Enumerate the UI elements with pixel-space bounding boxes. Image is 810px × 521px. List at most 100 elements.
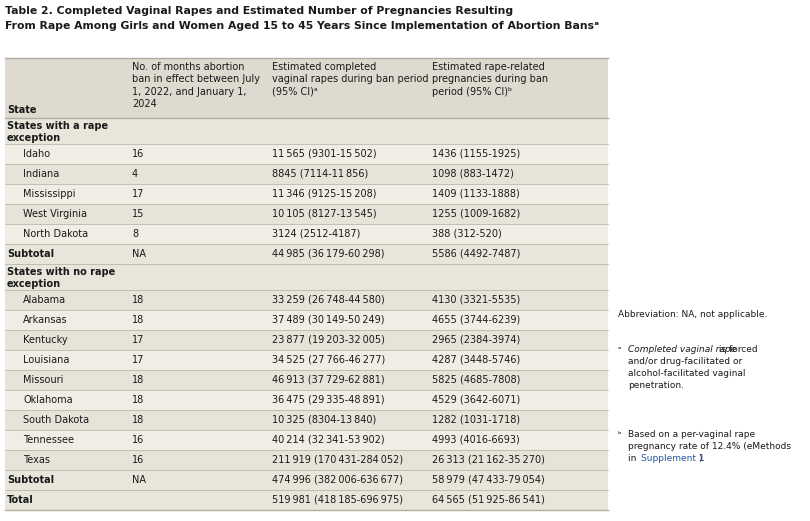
Text: 16: 16 bbox=[132, 149, 144, 159]
Text: Idaho: Idaho bbox=[23, 149, 50, 159]
Text: 10 325 (8304-13 840): 10 325 (8304-13 840) bbox=[272, 415, 377, 425]
Bar bbox=[5, 470, 608, 490]
Text: 36 475 (29 335-48 891): 36 475 (29 335-48 891) bbox=[272, 395, 385, 405]
Text: Subtotal: Subtotal bbox=[7, 475, 54, 485]
Bar bbox=[5, 390, 608, 410]
Text: Alabama: Alabama bbox=[23, 295, 66, 305]
Bar bbox=[5, 144, 608, 164]
Text: 4655 (3744-6239): 4655 (3744-6239) bbox=[432, 315, 520, 325]
Text: 58 979 (47 433-79 054): 58 979 (47 433-79 054) bbox=[432, 475, 545, 485]
Text: 18: 18 bbox=[132, 395, 144, 405]
Text: Based on a per-vaginal rape: Based on a per-vaginal rape bbox=[628, 430, 755, 439]
Text: Arkansas: Arkansas bbox=[23, 315, 67, 325]
Text: 15: 15 bbox=[132, 209, 144, 219]
Bar bbox=[5, 118, 608, 144]
Text: 26 313 (21 162-35 270): 26 313 (21 162-35 270) bbox=[432, 455, 545, 465]
Text: NA: NA bbox=[132, 475, 146, 485]
Bar bbox=[5, 58, 608, 510]
Text: North Dakota: North Dakota bbox=[23, 229, 88, 239]
Bar bbox=[5, 410, 608, 430]
Text: alcohol-facilitated vaginal: alcohol-facilitated vaginal bbox=[628, 369, 745, 378]
Text: 2965 (2384-3974): 2965 (2384-3974) bbox=[432, 335, 520, 345]
Text: 17: 17 bbox=[132, 355, 144, 365]
Bar bbox=[5, 430, 608, 450]
Text: 1282 (1031-1718): 1282 (1031-1718) bbox=[432, 415, 520, 425]
Text: 11 346 (9125-15 208): 11 346 (9125-15 208) bbox=[272, 189, 377, 199]
Text: and/or drug-facilitated or: and/or drug-facilitated or bbox=[628, 357, 742, 366]
Text: 16: 16 bbox=[132, 435, 144, 445]
Text: States with no rape
exception: States with no rape exception bbox=[7, 267, 115, 289]
Text: 4287 (3448-5746): 4287 (3448-5746) bbox=[432, 355, 520, 365]
Bar bbox=[5, 224, 608, 244]
Bar bbox=[5, 264, 608, 290]
Text: in: in bbox=[628, 454, 639, 463]
Text: Estimated rape-related
pregnancies during ban
period (95% CI)ᵇ: Estimated rape-related pregnancies durin… bbox=[432, 62, 548, 97]
Text: 1098 (883-1472): 1098 (883-1472) bbox=[432, 169, 514, 179]
Bar bbox=[5, 164, 608, 184]
Text: ᵃ: ᵃ bbox=[618, 345, 621, 354]
Text: State: State bbox=[7, 105, 36, 115]
Text: Indiana: Indiana bbox=[23, 169, 59, 179]
Text: Subtotal: Subtotal bbox=[7, 249, 54, 259]
Text: 18: 18 bbox=[132, 295, 144, 305]
Text: South Dakota: South Dakota bbox=[23, 415, 89, 425]
Text: Completed vaginal rape: Completed vaginal rape bbox=[628, 345, 736, 354]
Text: 5586 (4492-7487): 5586 (4492-7487) bbox=[432, 249, 520, 259]
Text: Abbreviation: NA, not applicable.: Abbreviation: NA, not applicable. bbox=[618, 310, 767, 319]
Text: NA: NA bbox=[132, 249, 146, 259]
Text: 4993 (4016-6693): 4993 (4016-6693) bbox=[432, 435, 520, 445]
Text: 4: 4 bbox=[132, 169, 139, 179]
Bar bbox=[5, 450, 608, 470]
Text: 10 105 (8127-13 545): 10 105 (8127-13 545) bbox=[272, 209, 377, 219]
Text: Total: Total bbox=[7, 495, 34, 505]
Text: 4130 (3321-5535): 4130 (3321-5535) bbox=[432, 295, 520, 305]
Text: 1409 (1133-1888): 1409 (1133-1888) bbox=[432, 189, 520, 199]
Bar bbox=[5, 310, 608, 330]
Text: Missouri: Missouri bbox=[23, 375, 63, 385]
Bar bbox=[5, 350, 608, 370]
Text: penetration.: penetration. bbox=[628, 381, 684, 390]
Text: 11 565 (9301-15 502): 11 565 (9301-15 502) bbox=[272, 149, 377, 159]
Text: 8: 8 bbox=[132, 229, 139, 239]
Text: 388 (312-520): 388 (312-520) bbox=[432, 229, 501, 239]
Bar bbox=[5, 490, 608, 510]
Text: Mississippi: Mississippi bbox=[23, 189, 75, 199]
Text: 34 525 (27 766-46 277): 34 525 (27 766-46 277) bbox=[272, 355, 386, 365]
Bar bbox=[5, 370, 608, 390]
Text: Louisiana: Louisiana bbox=[23, 355, 70, 365]
Text: 474 996 (382 006-636 677): 474 996 (382 006-636 677) bbox=[272, 475, 403, 485]
Text: 5825 (4685-7808): 5825 (4685-7808) bbox=[432, 375, 520, 385]
Bar bbox=[5, 58, 608, 118]
Text: 8845 (7114-11 856): 8845 (7114-11 856) bbox=[272, 169, 369, 179]
Text: 64 565 (51 925-86 541): 64 565 (51 925-86 541) bbox=[432, 495, 545, 505]
Text: Supplement 1: Supplement 1 bbox=[641, 454, 705, 463]
Text: 17: 17 bbox=[132, 335, 144, 345]
Text: 46 913 (37 729-62 881): 46 913 (37 729-62 881) bbox=[272, 375, 385, 385]
Text: 1255 (1009-1682): 1255 (1009-1682) bbox=[432, 209, 520, 219]
Text: 211 919 (170 431-284 052): 211 919 (170 431-284 052) bbox=[272, 455, 403, 465]
Text: No. of months abortion
ban in effect between July
1, 2022, and January 1,
2024: No. of months abortion ban in effect bet… bbox=[132, 62, 260, 109]
Bar bbox=[5, 244, 608, 264]
Text: 18: 18 bbox=[132, 315, 144, 325]
Bar bbox=[5, 290, 608, 310]
Text: 4529 (3642-6071): 4529 (3642-6071) bbox=[432, 395, 520, 405]
Text: 37 489 (30 149-50 249): 37 489 (30 149-50 249) bbox=[272, 315, 385, 325]
Text: 519 981 (418 185-696 975): 519 981 (418 185-696 975) bbox=[272, 495, 403, 505]
Bar bbox=[5, 204, 608, 224]
Text: 33 259 (26 748-44 580): 33 259 (26 748-44 580) bbox=[272, 295, 385, 305]
Text: 3124 (2512-4187): 3124 (2512-4187) bbox=[272, 229, 360, 239]
Text: West Virginia: West Virginia bbox=[23, 209, 87, 219]
Text: ᵇ: ᵇ bbox=[618, 430, 621, 439]
Text: Table 2. Completed Vaginal Rapes and Estimated Number of Pregnancies Resulting: Table 2. Completed Vaginal Rapes and Est… bbox=[5, 6, 513, 16]
Text: From Rape Among Girls and Women Aged 15 to 45 Years Since Implementation of Abor: From Rape Among Girls and Women Aged 15 … bbox=[5, 21, 599, 31]
Text: 18: 18 bbox=[132, 375, 144, 385]
Bar bbox=[5, 330, 608, 350]
Text: Kentucky: Kentucky bbox=[23, 335, 67, 345]
Text: pregnancy rate of 12.4% (eMethods: pregnancy rate of 12.4% (eMethods bbox=[628, 442, 791, 451]
Text: Estimated completed
vaginal rapes during ban period
(95% CI)ᵃ: Estimated completed vaginal rapes during… bbox=[272, 62, 428, 97]
Text: 40 214 (32 341-53 902): 40 214 (32 341-53 902) bbox=[272, 435, 385, 445]
Text: Tennessee: Tennessee bbox=[23, 435, 74, 445]
Text: 16: 16 bbox=[132, 455, 144, 465]
Text: 1436 (1155-1925): 1436 (1155-1925) bbox=[432, 149, 520, 159]
Text: 23 877 (19 203-32 005): 23 877 (19 203-32 005) bbox=[272, 335, 385, 345]
